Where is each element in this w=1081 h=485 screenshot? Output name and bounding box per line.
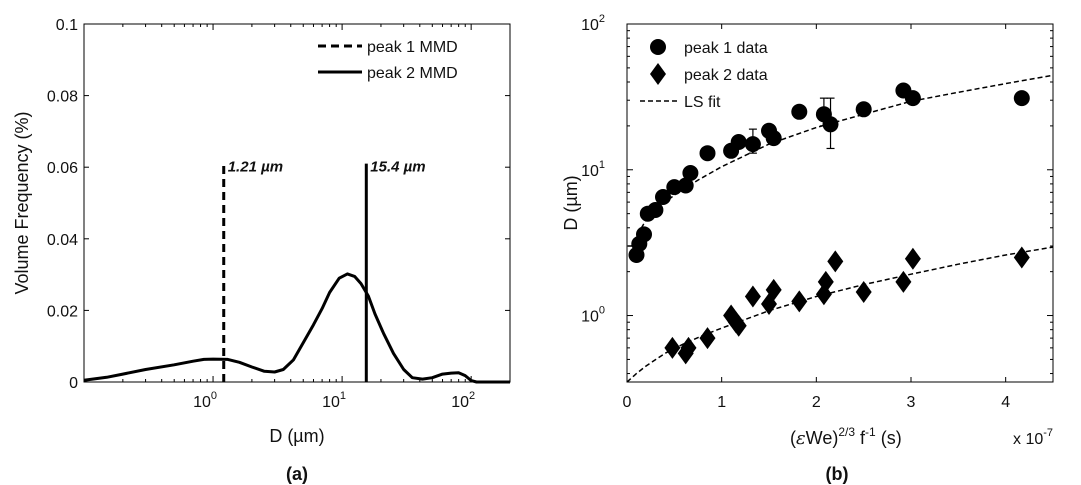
x-tick-label: 0 xyxy=(623,394,632,411)
chart-a-curve xyxy=(83,272,510,384)
peak1-data-point xyxy=(744,136,761,153)
peak1-data-point xyxy=(647,202,664,218)
peak1-data-point xyxy=(791,103,808,120)
y-tick-label: 0.02 xyxy=(47,303,78,320)
chart-a-legend: peak 1 MMD peak 2 MMD xyxy=(318,39,458,82)
chart-a-ticks: 0 0.02 0.04 0.06 0.08 0.1 100 101 102 xyxy=(47,17,511,411)
panel-label-a: (a) xyxy=(286,464,308,484)
chart-a-markers: 1.21 µm 15.4 µm xyxy=(222,159,426,382)
legend-diamond-marker xyxy=(650,63,666,85)
peak1-data-point xyxy=(699,145,716,162)
peak2-data-point xyxy=(904,247,921,270)
y-tick-label: 0 xyxy=(69,375,78,392)
peak1-data-point xyxy=(1013,90,1030,107)
x-tick-label: 3 xyxy=(907,394,916,411)
chart-b-error-bars xyxy=(748,97,835,154)
panel-label-b: (b) xyxy=(826,464,849,484)
legend-item-peak2-data: peak 2 data xyxy=(684,67,768,84)
chart-b-plot-frame xyxy=(626,23,1054,383)
peak2-data-point xyxy=(765,278,782,301)
chart-a-ylabel: Volume Frequency (%) xyxy=(12,111,32,294)
peak1-data-point xyxy=(636,226,652,243)
peak1-data-point xyxy=(765,130,782,147)
peak2-data-point xyxy=(664,336,681,359)
legend-item-ls-fit: LS fit xyxy=(684,94,721,111)
x-tick-label: 4 xyxy=(1001,394,1010,411)
y-tick-label: 100 xyxy=(581,305,605,326)
peak1-mmd-annotation: 1.21 µm xyxy=(228,159,283,176)
peak1-data-point xyxy=(655,189,671,205)
ls-fit-line xyxy=(626,246,1054,383)
y-tick-label: 0.1 xyxy=(56,17,78,34)
x-tick-label: 1 xyxy=(717,394,726,411)
peak2-data-point xyxy=(744,285,761,308)
peak1-data-point xyxy=(904,90,921,107)
peak2-data-point xyxy=(827,250,844,273)
x-tick-label: 2 xyxy=(812,394,821,411)
y-tick-label: 101 xyxy=(581,159,605,180)
peak1-data-point xyxy=(730,134,747,150)
chart-b-points xyxy=(628,82,1030,365)
peak2-data-point xyxy=(855,281,872,303)
chart-a: 0 0.02 0.04 0.06 0.08 0.1 100 101 102 1.21 µm 15.… xyxy=(12,17,511,484)
legend-item-peak1-mmd: peak 1 MMD xyxy=(367,39,458,56)
peak2-mmd-annotation: 15.4 µm xyxy=(370,159,425,176)
y-tick-label: 0.04 xyxy=(47,232,78,249)
legend-item-peak2-mmd: peak 2 MMD xyxy=(367,65,458,82)
legend-item-peak1-data: peak 1 data xyxy=(684,40,768,57)
chart-a-xlabel: D (µm) xyxy=(269,426,324,446)
x-tick-label: 100 xyxy=(193,390,217,411)
chart-b-ticks: 0 1 2 3 4 100 101 102 xyxy=(581,13,1053,411)
peak2-data-point xyxy=(1013,246,1030,269)
peak2-data-point xyxy=(680,336,697,359)
chart-b: 0 1 2 3 4 100 101 102 peak 1 data peak 2 data L… xyxy=(561,13,1054,484)
peak2-data-point xyxy=(699,327,716,350)
chart-b-xlabel: (εWe)2/3 f-1 (s) xyxy=(790,425,902,449)
x-tick-label: 101 xyxy=(322,390,346,411)
x-tick-label: 102 xyxy=(451,390,475,411)
peak1-data-point xyxy=(855,101,872,118)
volume-frequency-curve xyxy=(83,272,510,384)
chart-a-plot-frame xyxy=(83,23,511,383)
peak1-data-point xyxy=(822,116,839,133)
legend-circle-marker xyxy=(650,39,666,55)
chart-b-fit-lines xyxy=(626,74,1054,383)
y-tick-label: 0.06 xyxy=(47,160,78,177)
chart-b-ylabel: D (µm) xyxy=(561,175,581,230)
peak1-data-point xyxy=(682,165,699,181)
peak2-data-point xyxy=(817,270,834,293)
peak1-data-point xyxy=(677,177,694,194)
peak2-data-point xyxy=(730,314,747,337)
y-tick-label: 0.08 xyxy=(47,89,78,106)
chart-b-legend: peak 1 data peak 2 data LS fit xyxy=(640,39,768,111)
peak2-data-point xyxy=(895,270,912,293)
y-tick-label: 102 xyxy=(581,13,605,34)
peak2-data-point xyxy=(791,290,808,313)
chart-b-x-multiplier: x 10-7 xyxy=(1013,427,1053,448)
